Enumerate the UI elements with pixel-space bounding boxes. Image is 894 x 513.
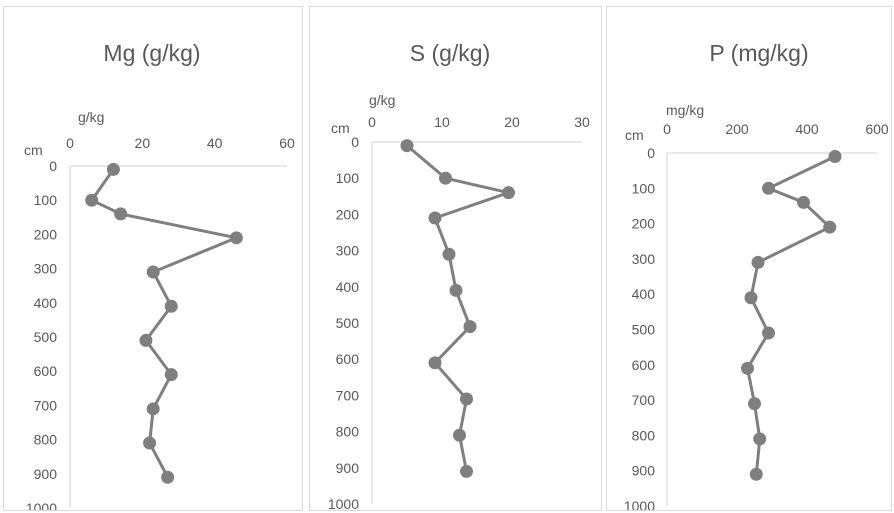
y-tick-label: 300	[632, 251, 656, 267]
data-point	[744, 291, 758, 305]
data-point	[229, 231, 243, 245]
x-axis-label: g/kg	[369, 92, 395, 108]
data-point	[139, 333, 153, 347]
chart-panel-mg: Mg (g/kg) g/kg cm 0 20 40 60 0 100 200 300 400 500 60…	[3, 6, 303, 511]
y-tick-label: 400	[632, 286, 656, 302]
data-point	[164, 368, 178, 382]
data-point	[502, 186, 515, 200]
data-point	[762, 326, 775, 340]
y-tick-label: 600	[336, 351, 360, 367]
y-tick-label: 0	[351, 134, 359, 150]
y-tick-label: 500	[632, 322, 656, 338]
data-point	[749, 467, 763, 481]
y-tick-label: 700	[632, 392, 656, 408]
y-tick-label: 700	[34, 397, 58, 413]
y-tick-label: 300	[336, 243, 360, 259]
chart-panel-s: S (g/kg) g/kg cm 0 10 20 30 0 100 200 300 400 500 600…	[309, 6, 602, 511]
data-point	[460, 464, 473, 478]
x-tick-label: 40	[207, 135, 223, 151]
data-point	[741, 361, 754, 375]
y-axis-label: cm	[625, 127, 644, 143]
x-tick-label: 20	[135, 135, 151, 151]
y-tick-label: 200	[34, 226, 58, 242]
data-point	[146, 402, 160, 416]
x-tick-label: 400	[795, 121, 819, 137]
x-tick-label: 0	[368, 114, 376, 130]
y-axis-label: cm	[24, 142, 43, 158]
data-point	[428, 356, 442, 370]
y-tick-label: 300	[34, 261, 58, 277]
series-line	[406, 144, 510, 472]
data-point	[460, 392, 473, 406]
y-axis-label: cm	[331, 120, 350, 136]
data-point	[823, 220, 837, 234]
data-point	[400, 139, 414, 153]
chart-title: S (g/kg)	[410, 40, 491, 66]
x-tick-label: 0	[663, 121, 671, 137]
chart-panel-p: P (mg/kg) mg/kg cm 0 200 400 600 0 100 200 300 400 5…	[606, 6, 892, 511]
data-point	[428, 211, 442, 225]
y-tick-label: 0	[647, 145, 655, 161]
chart-title: P (mg/kg)	[709, 40, 808, 66]
data-point	[463, 320, 477, 334]
y-tick-label: 100	[34, 192, 58, 208]
series-line	[90, 168, 238, 478]
y-tick-label: 700	[336, 387, 360, 403]
data-point	[751, 255, 765, 269]
x-axis-label: g/kg	[78, 109, 104, 125]
data-point	[85, 193, 99, 207]
data-point	[449, 283, 463, 297]
x-tick-label: 10	[434, 114, 450, 130]
y-tick-label: 600	[632, 357, 656, 373]
data-point	[748, 397, 761, 411]
data-point	[442, 247, 456, 261]
data-point	[114, 207, 128, 221]
data-point	[164, 299, 178, 313]
y-tick-label: 400	[336, 279, 360, 295]
data-point	[753, 432, 767, 446]
y-tick-label: 100	[632, 180, 656, 196]
y-tick-label: 800	[34, 432, 58, 448]
data-point	[828, 150, 842, 164]
y-tick-label: 800	[336, 424, 360, 440]
data-point	[762, 181, 775, 195]
y-tick-label: 100	[336, 170, 360, 186]
y-tick-label: 900	[34, 466, 58, 482]
y-tick-label: 1000	[328, 496, 359, 510]
series-line	[746, 155, 836, 475]
data-point	[106, 162, 120, 176]
y-tick-label: 200	[336, 206, 360, 222]
y-tick-label: 200	[632, 216, 656, 232]
y-tick-label: 900	[632, 463, 656, 479]
y-tick-label: 0	[49, 158, 57, 174]
x-axis-label: mg/kg	[666, 102, 704, 118]
y-tick-label: 900	[336, 460, 360, 476]
y-tick-label: 800	[632, 427, 656, 443]
y-tick-label: 1000	[26, 500, 57, 510]
chart-title: Mg (g/kg)	[103, 40, 200, 66]
x-tick-label: 200	[725, 121, 749, 137]
data-point	[453, 428, 466, 442]
x-tick-label: 60	[279, 135, 295, 151]
y-tick-label: 1000	[624, 498, 655, 510]
data-point	[146, 265, 160, 279]
x-tick-label: 20	[504, 114, 520, 130]
y-tick-label: 400	[34, 295, 58, 311]
data-point	[439, 171, 452, 185]
data-point	[797, 195, 810, 209]
x-tick-label: 600	[865, 121, 889, 137]
data-point	[143, 436, 157, 450]
x-tick-label: 30	[574, 114, 590, 130]
y-tick-label: 600	[34, 363, 58, 379]
data-point	[161, 470, 175, 484]
y-tick-label: 500	[34, 329, 58, 345]
y-tick-label: 500	[336, 315, 360, 331]
x-tick-label: 0	[66, 135, 74, 151]
